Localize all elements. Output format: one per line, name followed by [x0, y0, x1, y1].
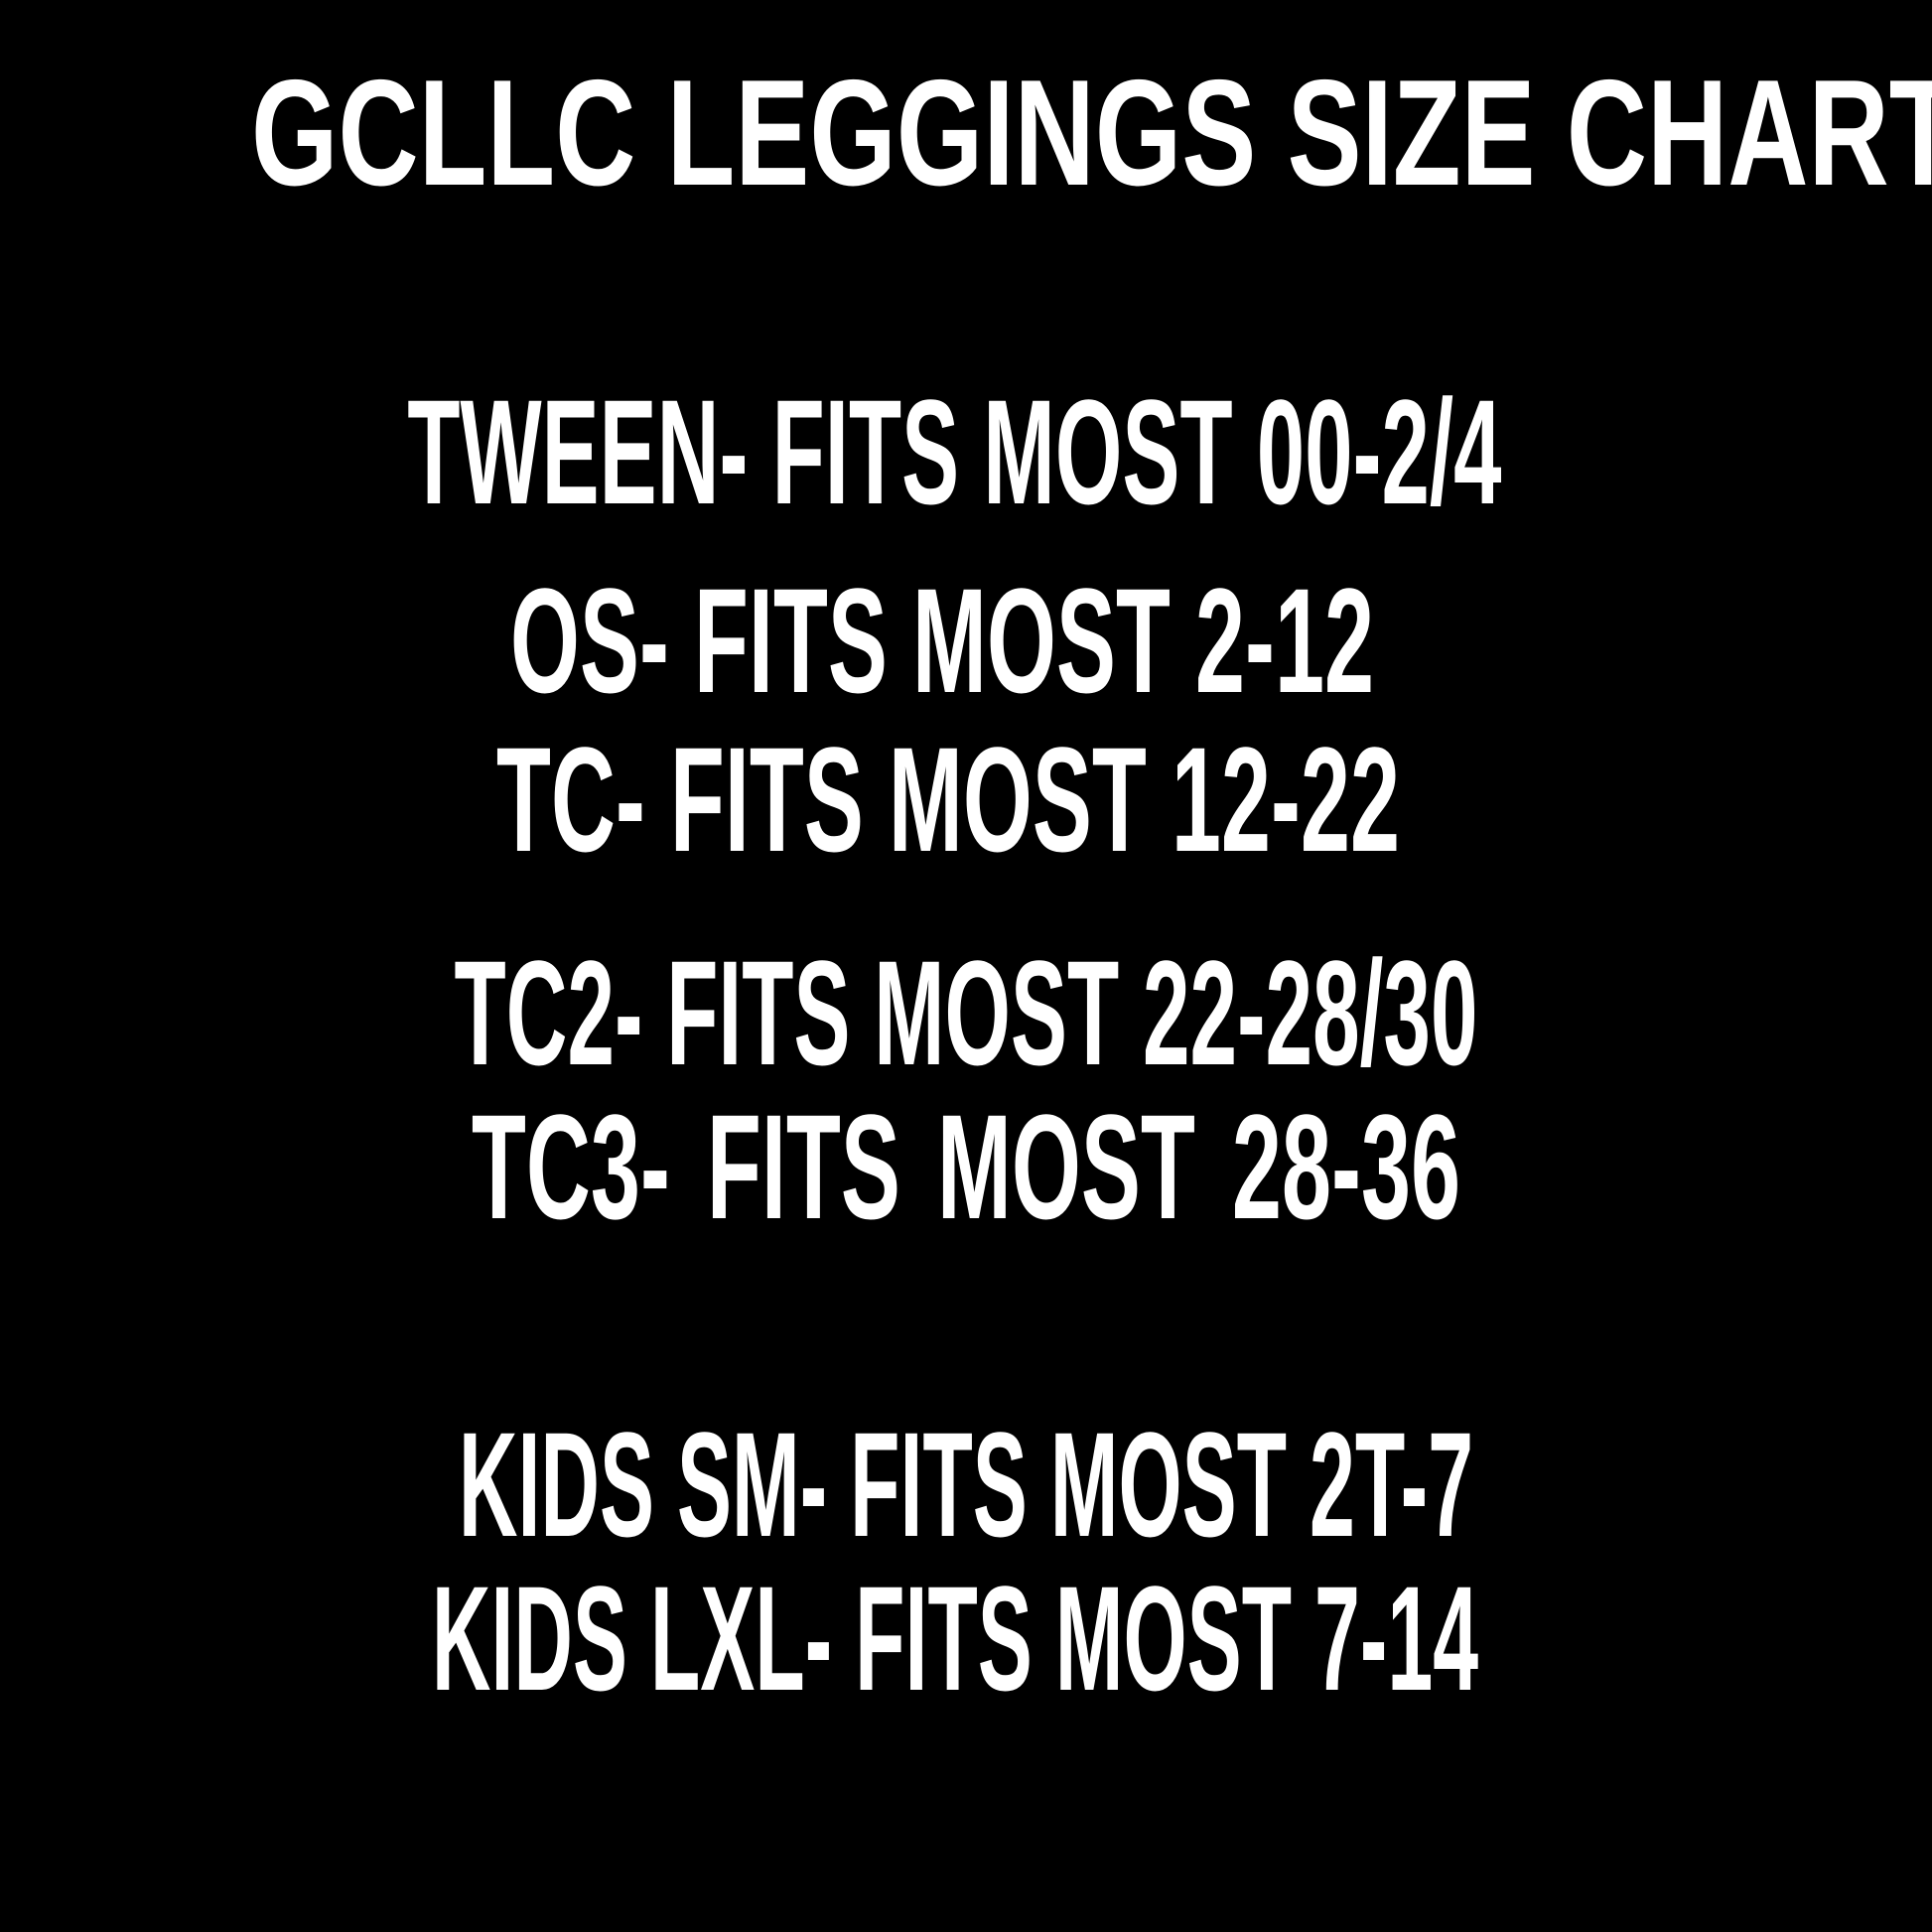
size-line-tc3: TC3- FITS MOST 28-36: [471, 1083, 1461, 1250]
size-line-tween: TWEEN- FITS MOST 00-2/4: [407, 368, 1502, 535]
page-title: GCLLC LEGGINGS SIZE CHART: [250, 49, 1932, 217]
size-line-tc: TC- FITS MOST 12-22: [495, 716, 1401, 883]
size-line-os: OS- FITS MOST 2-12: [509, 557, 1375, 724]
size-line-tc2: TC2- FITS MOST 22-28/30: [454, 929, 1478, 1096]
size-line-kids-sm: KIDS SM- FITS MOST 2T-7: [458, 1401, 1474, 1568]
size-line-kids-lxl: KIDS LXL- FITS MOST 7-14: [431, 1555, 1479, 1722]
